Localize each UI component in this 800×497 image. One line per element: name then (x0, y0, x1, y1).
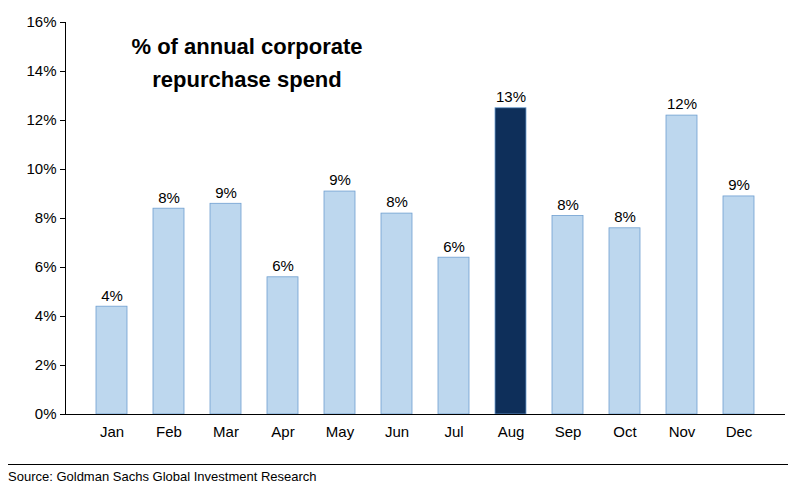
svg-text:12%: 12% (667, 95, 697, 112)
svg-text:4%: 4% (35, 307, 57, 324)
svg-text:Nov: Nov (669, 423, 696, 440)
svg-text:Mar: Mar (213, 423, 239, 440)
svg-text:4%: 4% (101, 287, 123, 304)
html-text:Source: Goldman Sachs Global I: Source: Goldman Sachs Global Investment … (8, 469, 317, 484)
svg-text:9%: 9% (329, 171, 351, 188)
svg-text:6%: 6% (35, 258, 57, 275)
html-text:% of annual corporate repurcha: % of annual corporate repurchase spend (131, 34, 363, 92)
svg-text:0%: 0% (35, 405, 57, 422)
svg-text:9%: 9% (215, 184, 237, 201)
svg-text:13%: 13% (496, 88, 526, 105)
svg-text:Aug: Aug (498, 423, 525, 440)
svg-text:Jan: Jan (100, 423, 124, 440)
svg-text:Apr: Apr (271, 423, 294, 440)
svg-text:14%: 14% (26, 62, 56, 79)
svg-text:16%: 16% (26, 13, 56, 30)
svg-text:Dec: Dec (726, 423, 753, 440)
svg-text:9%: 9% (728, 176, 750, 193)
svg-text:8%: 8% (158, 189, 180, 206)
svg-text:Jul: Jul (444, 423, 463, 440)
svg-text:Sep: Sep (555, 423, 582, 440)
svg-text:6%: 6% (443, 238, 465, 255)
svg-text:8%: 8% (386, 193, 408, 210)
svg-text:6%: 6% (272, 257, 294, 274)
svg-text:Jun: Jun (385, 423, 409, 440)
svg-text:May: May (326, 423, 355, 440)
svg-text:Oct: Oct (613, 423, 637, 440)
svg-text:8%: 8% (557, 196, 579, 213)
svg-text:12%: 12% (26, 111, 56, 128)
svg-text:8%: 8% (35, 209, 57, 226)
svg-text:Feb: Feb (156, 423, 182, 440)
svg-text:2%: 2% (35, 356, 57, 373)
svg-text:10%: 10% (26, 160, 56, 177)
svg-text:8%: 8% (614, 208, 636, 225)
